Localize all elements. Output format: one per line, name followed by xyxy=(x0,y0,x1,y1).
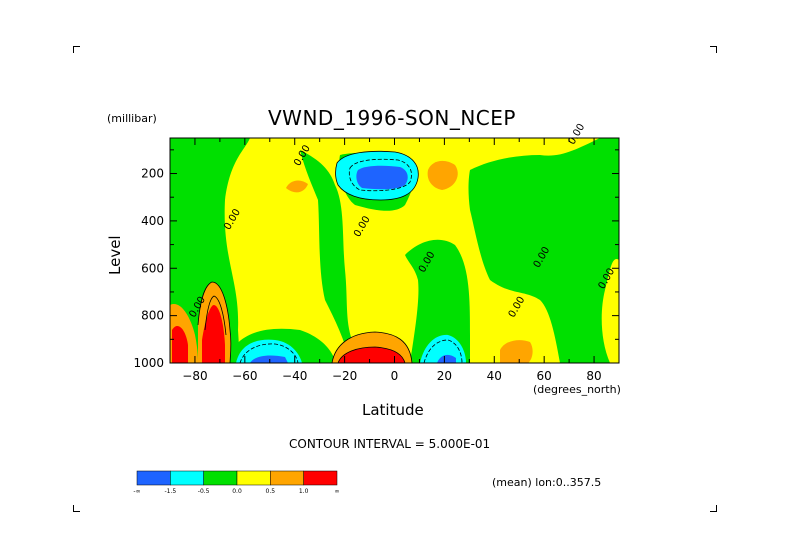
region-red-equator-surface xyxy=(338,347,405,363)
contour-line-south-column-inner xyxy=(204,295,227,336)
colorbar-label: 0.0 xyxy=(232,488,242,495)
contour-line-20n xyxy=(423,339,463,363)
colorbar-swatch xyxy=(270,470,304,486)
colorbar: -∞ -1.5 -0.5 0.0 0.5 1.0 ∞ xyxy=(133,470,340,495)
colorbar-swatch xyxy=(303,470,338,486)
colorbar-swatch xyxy=(170,470,204,486)
x-tick-label: 20 xyxy=(437,369,452,383)
region-green-southern xyxy=(170,138,250,363)
region-blue-jet-core xyxy=(356,165,408,190)
colorbar-swatch xyxy=(203,470,238,486)
y-tick-label: 200 xyxy=(141,167,164,181)
region-green-tropics-upper xyxy=(300,150,360,363)
region-blue-south-surface xyxy=(250,355,288,363)
colorbar-label: -∞ xyxy=(133,488,140,495)
colorbar-label: -0.5 xyxy=(198,488,210,495)
region-red-south-wall xyxy=(172,325,188,363)
region-green-north xyxy=(468,138,619,363)
region-cyan-south-surface xyxy=(236,339,302,363)
y-tick-label: 600 xyxy=(141,261,164,275)
chart-title: VWND_1996-SON_NCEP xyxy=(268,106,516,130)
x-axis-unit: (degrees_north) xyxy=(533,383,621,396)
colorbar-swatch xyxy=(136,470,171,486)
region-orange-north-upper xyxy=(427,160,458,190)
colorbar-label: 0.5 xyxy=(266,488,276,495)
y-tick-label: 800 xyxy=(141,309,164,323)
corner-mark-bottom-right xyxy=(710,505,717,512)
contour-line-equator-surface xyxy=(331,331,413,363)
region-green-equator-low xyxy=(405,239,470,363)
contour-line-jet-inner xyxy=(348,158,412,192)
colorbar-label: 1.0 xyxy=(299,488,309,495)
x-axis-label: Latitude xyxy=(362,401,424,419)
region-cyan-20n-surface xyxy=(420,334,466,363)
region-red-south-column xyxy=(202,305,225,363)
contour-line-south-surface xyxy=(239,343,299,363)
contour-line-equator-inner xyxy=(337,346,406,363)
x-tick-label: −20 xyxy=(332,369,357,383)
y-tick-label: 400 xyxy=(141,214,164,228)
x-tick-label: −40 xyxy=(282,369,307,383)
x-tick-label: 80 xyxy=(586,369,601,383)
mean-longitude-note: (mean) lon:0..357.5 xyxy=(492,476,602,489)
contour-line-south-column xyxy=(197,281,232,363)
region-orange-small-south xyxy=(286,180,308,193)
contour-interval-text: CONTOUR INTERVAL = 5.000E-01 xyxy=(289,437,491,451)
x-tick-label: −80 xyxy=(182,369,207,383)
colorbar-label: ∞ xyxy=(335,488,340,495)
x-tick-label: −60 xyxy=(232,369,257,383)
corner-mark-bottom-left xyxy=(73,505,80,512)
x-tick-label: 60 xyxy=(537,369,552,383)
x-tick-label: 0 xyxy=(391,369,399,383)
region-blue-20n-surface xyxy=(437,354,456,363)
colorbar-swatch xyxy=(236,470,271,486)
region-orange-north-surface xyxy=(500,340,533,363)
x-tick-label: 40 xyxy=(487,369,502,383)
y-tick-label: 1000 xyxy=(133,356,164,370)
corner-mark-top-left xyxy=(73,46,80,53)
y-axis-unit: (millibar) xyxy=(107,112,157,125)
colorbar-label: -1.5 xyxy=(164,488,176,495)
corner-mark-top-right xyxy=(710,46,717,53)
contour-line-jet-outer xyxy=(335,150,419,201)
